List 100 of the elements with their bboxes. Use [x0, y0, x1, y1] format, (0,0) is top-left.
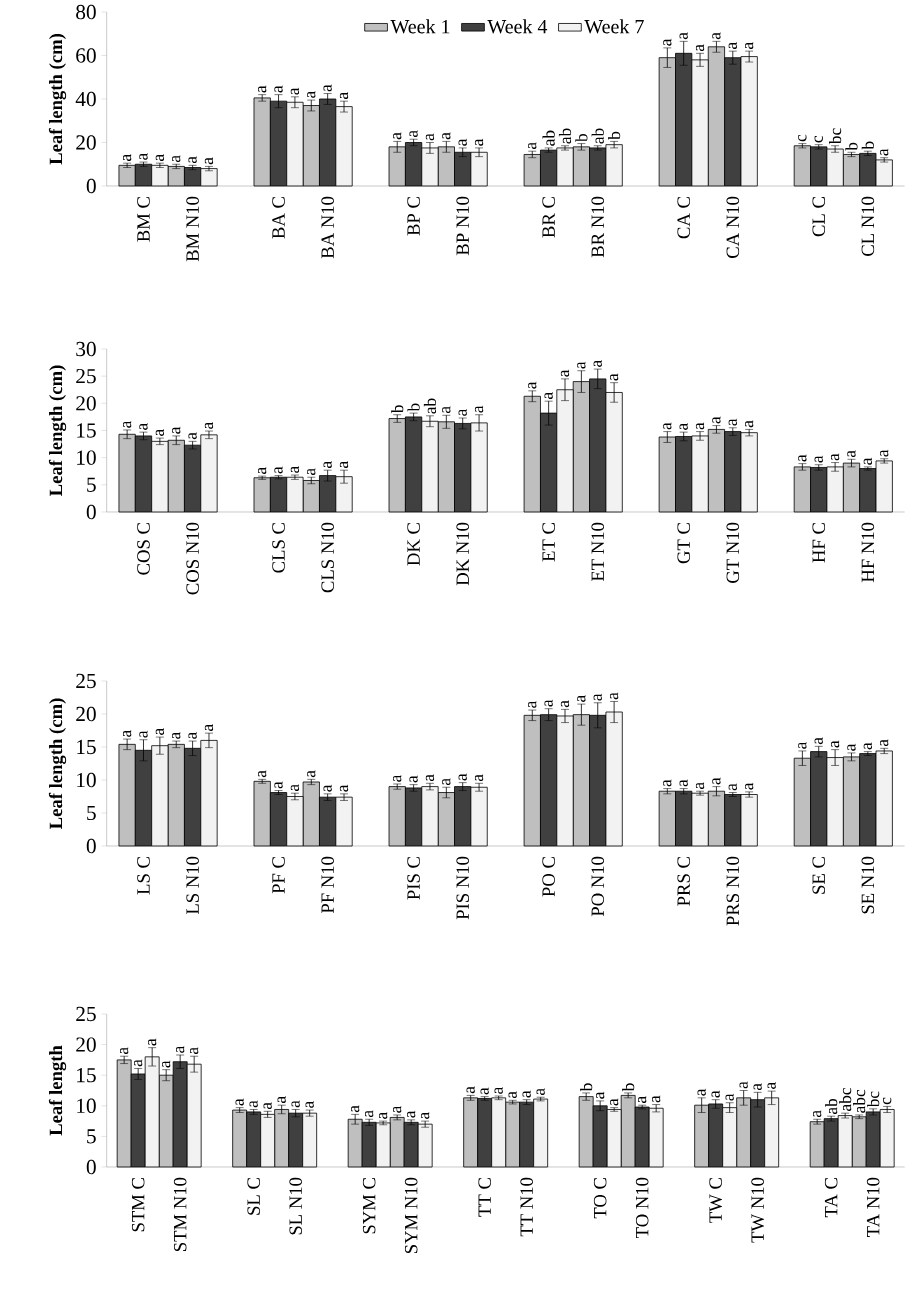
data-label: a [830, 453, 840, 461]
data-label: a [425, 774, 435, 782]
x-tick-label: TO N10 [635, 1177, 649, 1239]
x-tick-label: SE C [812, 857, 826, 894]
data-label: a [258, 770, 267, 778]
data-label: a [249, 1100, 258, 1108]
data-label: a [339, 92, 349, 99]
y-tick-label: 15 [77, 423, 96, 438]
data-label: a [593, 360, 602, 367]
data-label: a [291, 1100, 300, 1108]
x-tick-label: STM N10 [173, 1177, 187, 1251]
data-label: a [274, 466, 283, 474]
data-label: b [608, 131, 621, 140]
data-label: a [190, 1047, 199, 1055]
y-tick-label: 25 [76, 673, 96, 689]
y-tick-label: 10 [77, 1098, 96, 1113]
data-label: ab [825, 1098, 838, 1114]
y-tick-label: 40 [75, 91, 96, 107]
data-label: a [739, 1081, 748, 1089]
data-label: a [409, 775, 418, 783]
data-label: a [745, 420, 754, 428]
data-label: a [307, 770, 316, 778]
data-label: a [577, 695, 586, 702]
x-tick-label: SL C [247, 1178, 260, 1215]
x-tick-label: DK C [407, 523, 420, 566]
data-label: a [663, 422, 672, 430]
y-tick-label: 60 [76, 48, 96, 63]
data-label: a [745, 782, 754, 790]
data-label: a [663, 38, 672, 46]
x-tick-label: DK N10 [456, 522, 469, 586]
data-label: a [560, 700, 570, 708]
data-label: a [480, 1087, 489, 1095]
data-label: a [609, 373, 619, 381]
data-label: a [712, 416, 721, 424]
data-label: a [290, 87, 300, 95]
y-tick-label: 15 [77, 1068, 96, 1083]
data-label: a [155, 429, 165, 436]
data-label: a [155, 728, 165, 735]
data-label: a [148, 1038, 157, 1046]
x-tick-label: TT N10 [520, 1177, 533, 1237]
data-label: a [528, 381, 537, 389]
data-label: b [861, 141, 874, 150]
data-label: a [577, 361, 586, 369]
data-label: a [204, 157, 214, 165]
data-label: a [277, 1096, 286, 1103]
data-label: a [339, 784, 349, 792]
data-label: a [695, 782, 705, 790]
y-axis-title: Leaf length [48, 1045, 67, 1136]
x-tick-label: GT N10 [726, 522, 740, 583]
data-label: b [391, 405, 404, 414]
y-axis-title: Leaf length (cm) [48, 365, 67, 497]
data-label: a [863, 742, 872, 750]
x-tick-label: HF N10 [861, 522, 875, 583]
data-label: a [172, 731, 181, 739]
x-tick-label: LS C [137, 857, 150, 895]
data-label: b [622, 1083, 635, 1092]
y-tick-label: 25 [76, 369, 96, 384]
data-label: c [882, 1097, 892, 1105]
data-label: a [652, 1095, 661, 1103]
data-label: a [494, 1086, 503, 1094]
data-label: a [122, 730, 132, 737]
data-label: a [274, 85, 283, 93]
data-label: a [474, 774, 484, 782]
data-label: a [474, 405, 484, 413]
data-label: a [544, 699, 553, 707]
x-tick-label: TT C [478, 1178, 491, 1217]
x-tick-label: PIS N10 [456, 856, 470, 920]
x-tick-label: CL N10 [861, 196, 875, 256]
data-label: a [593, 693, 602, 701]
data-label: ab [591, 128, 604, 144]
data-label: a [365, 1110, 374, 1118]
data-label: a [122, 154, 132, 161]
data-label: a [466, 1086, 475, 1094]
x-tick-label: CLS N10 [321, 522, 334, 593]
x-tick-label: PRS N10 [726, 856, 740, 926]
data-label: b [580, 1083, 593, 1092]
legend-label: Week 7 [584, 19, 644, 34]
data-label: bc [867, 1091, 880, 1108]
data-label: a [188, 731, 197, 739]
data-label: a [323, 84, 332, 92]
data-label: a [204, 421, 214, 429]
x-tick-label: BR C [542, 197, 555, 238]
data-label: a [474, 138, 484, 146]
data-label: a [814, 737, 823, 745]
data-label: a [155, 154, 165, 161]
data-label: a [544, 392, 553, 399]
data-label: a [508, 1091, 517, 1099]
data-label: a [134, 1059, 143, 1067]
y-tick-label: 20 [76, 1037, 96, 1052]
data-label: a [442, 778, 451, 786]
x-tick-label: ET N10 [591, 522, 605, 582]
x-tick-label: PIS C [407, 857, 420, 900]
x-tick-label: TA C [824, 1178, 838, 1218]
data-label: a [351, 1105, 360, 1113]
x-tick-label: BP N10 [456, 196, 469, 256]
x-tick-label: BR N10 [591, 196, 605, 258]
data-label: a [712, 777, 721, 785]
data-label: a [528, 700, 537, 708]
y-tick-label: 5 [87, 477, 96, 492]
data-label: a [172, 155, 181, 163]
